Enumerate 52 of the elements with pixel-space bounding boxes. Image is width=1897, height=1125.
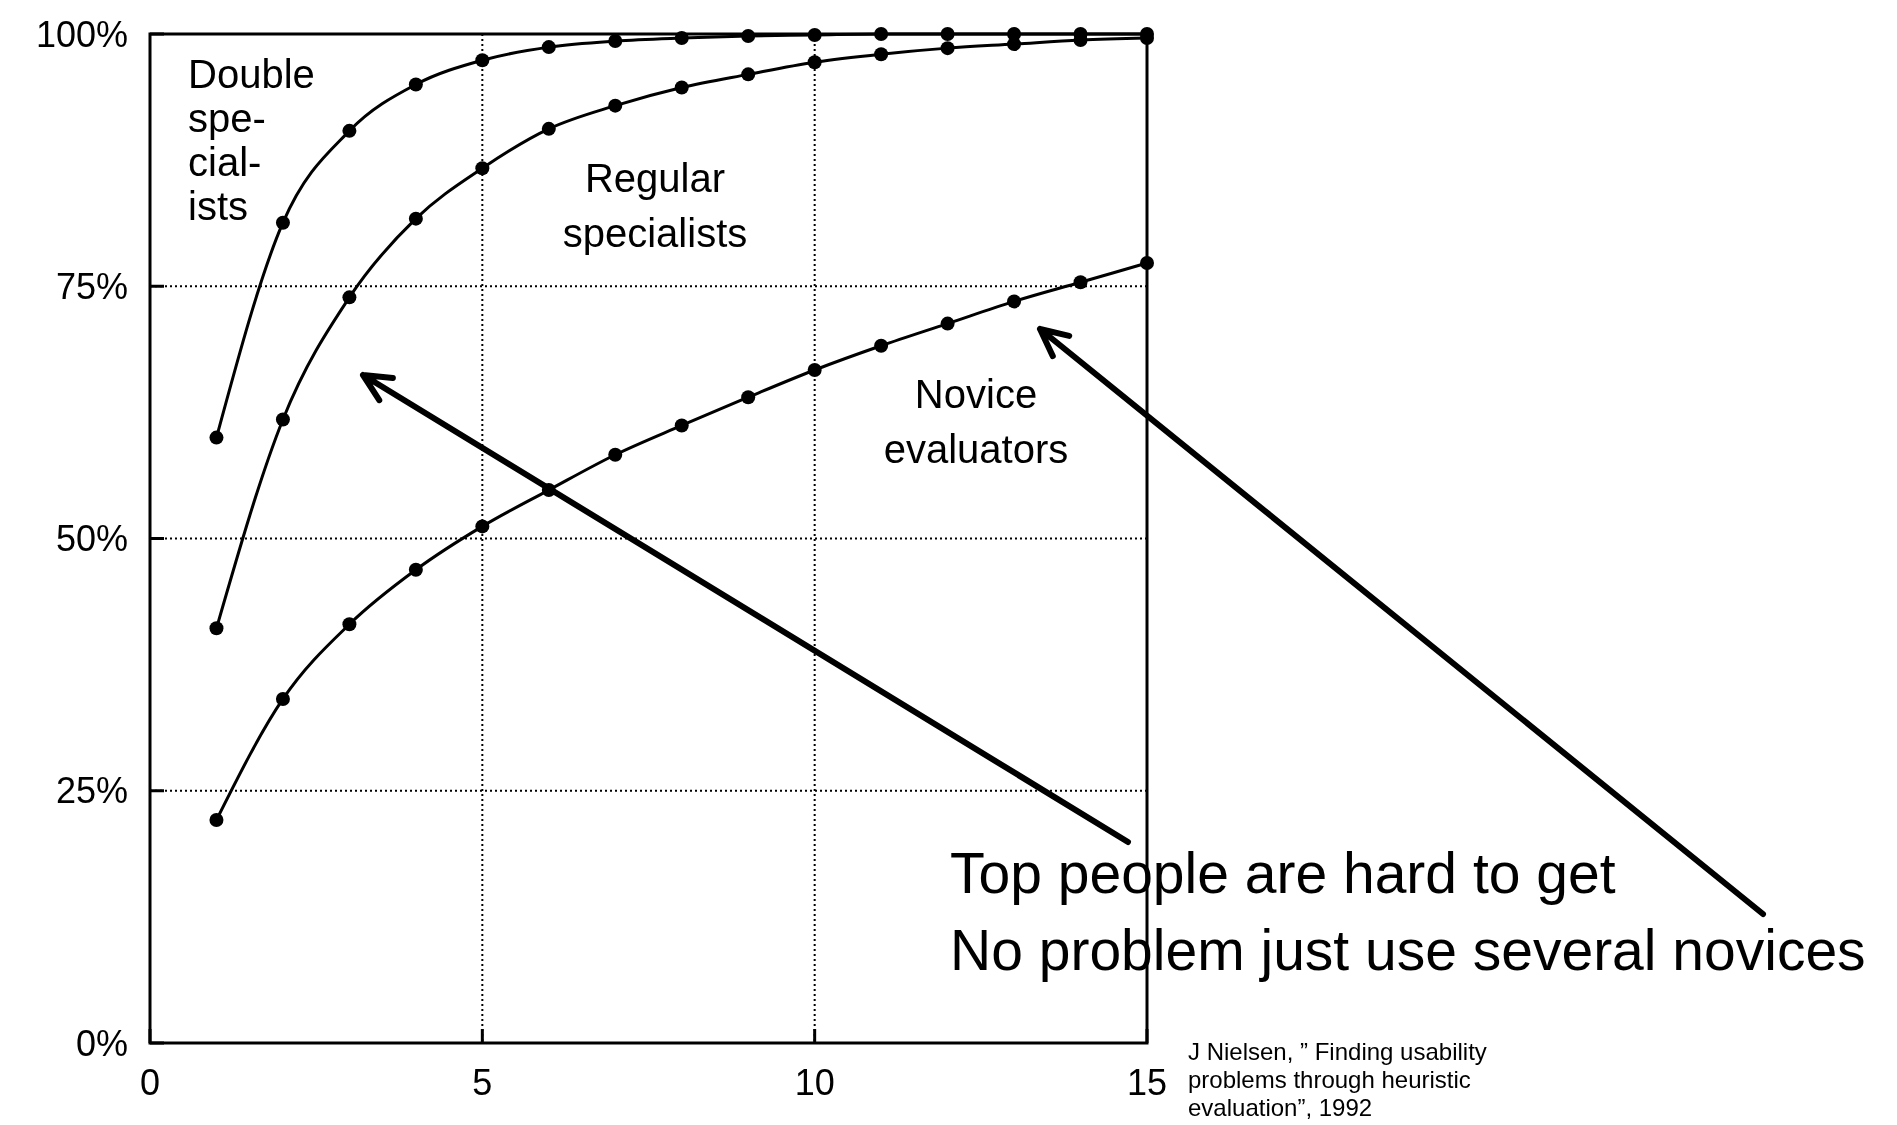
point [874, 27, 889, 41]
point [209, 813, 224, 828]
y-tick-label: 75% [55, 265, 128, 307]
point [408, 77, 423, 92]
point [674, 80, 689, 95]
y-tick-label: 0% [75, 1022, 128, 1064]
point [741, 390, 756, 405]
point [342, 290, 357, 305]
point [940, 41, 955, 56]
series-label: Regular specialists [562, 156, 748, 255]
point [741, 29, 756, 44]
point [807, 28, 822, 43]
point [874, 47, 889, 62]
point [408, 562, 423, 577]
point [807, 55, 822, 70]
point [1007, 37, 1022, 52]
x-tick-label: 5 [472, 1062, 493, 1103]
point [940, 316, 955, 331]
point [608, 447, 623, 462]
point [608, 34, 623, 49]
point [275, 215, 290, 230]
point [608, 98, 623, 113]
point [475, 161, 490, 176]
point [1007, 294, 1022, 309]
x-tick-label: 10 [794, 1062, 835, 1103]
point [275, 691, 290, 706]
point [940, 27, 955, 41]
point [541, 121, 556, 136]
point [674, 31, 689, 46]
y-tick-label: 100% [35, 13, 128, 55]
series-label: Double spe- cial- ists [188, 52, 315, 228]
point [874, 338, 889, 353]
y-tick-label: 25% [55, 770, 128, 812]
point [807, 363, 822, 377]
point [475, 519, 490, 534]
point [275, 412, 290, 427]
point [342, 617, 357, 632]
point [541, 40, 556, 55]
x-tick-label: 15 [1126, 1062, 1168, 1103]
point [674, 418, 689, 433]
point [741, 67, 756, 82]
point [209, 621, 224, 636]
legend-label: Novice evaluators [883, 372, 1069, 471]
point [342, 123, 357, 138]
point [475, 53, 490, 68]
point [408, 211, 423, 226]
x-tick-label: 0 [139, 1062, 161, 1103]
point [1073, 275, 1088, 290]
point [209, 430, 224, 445]
point [1140, 256, 1154, 271]
text: J Nielsen, ” Finding usability problems through heuristic evaluation”, 1992 [1188, 1038, 1488, 1122]
y-tick-label: 50% [55, 518, 128, 560]
